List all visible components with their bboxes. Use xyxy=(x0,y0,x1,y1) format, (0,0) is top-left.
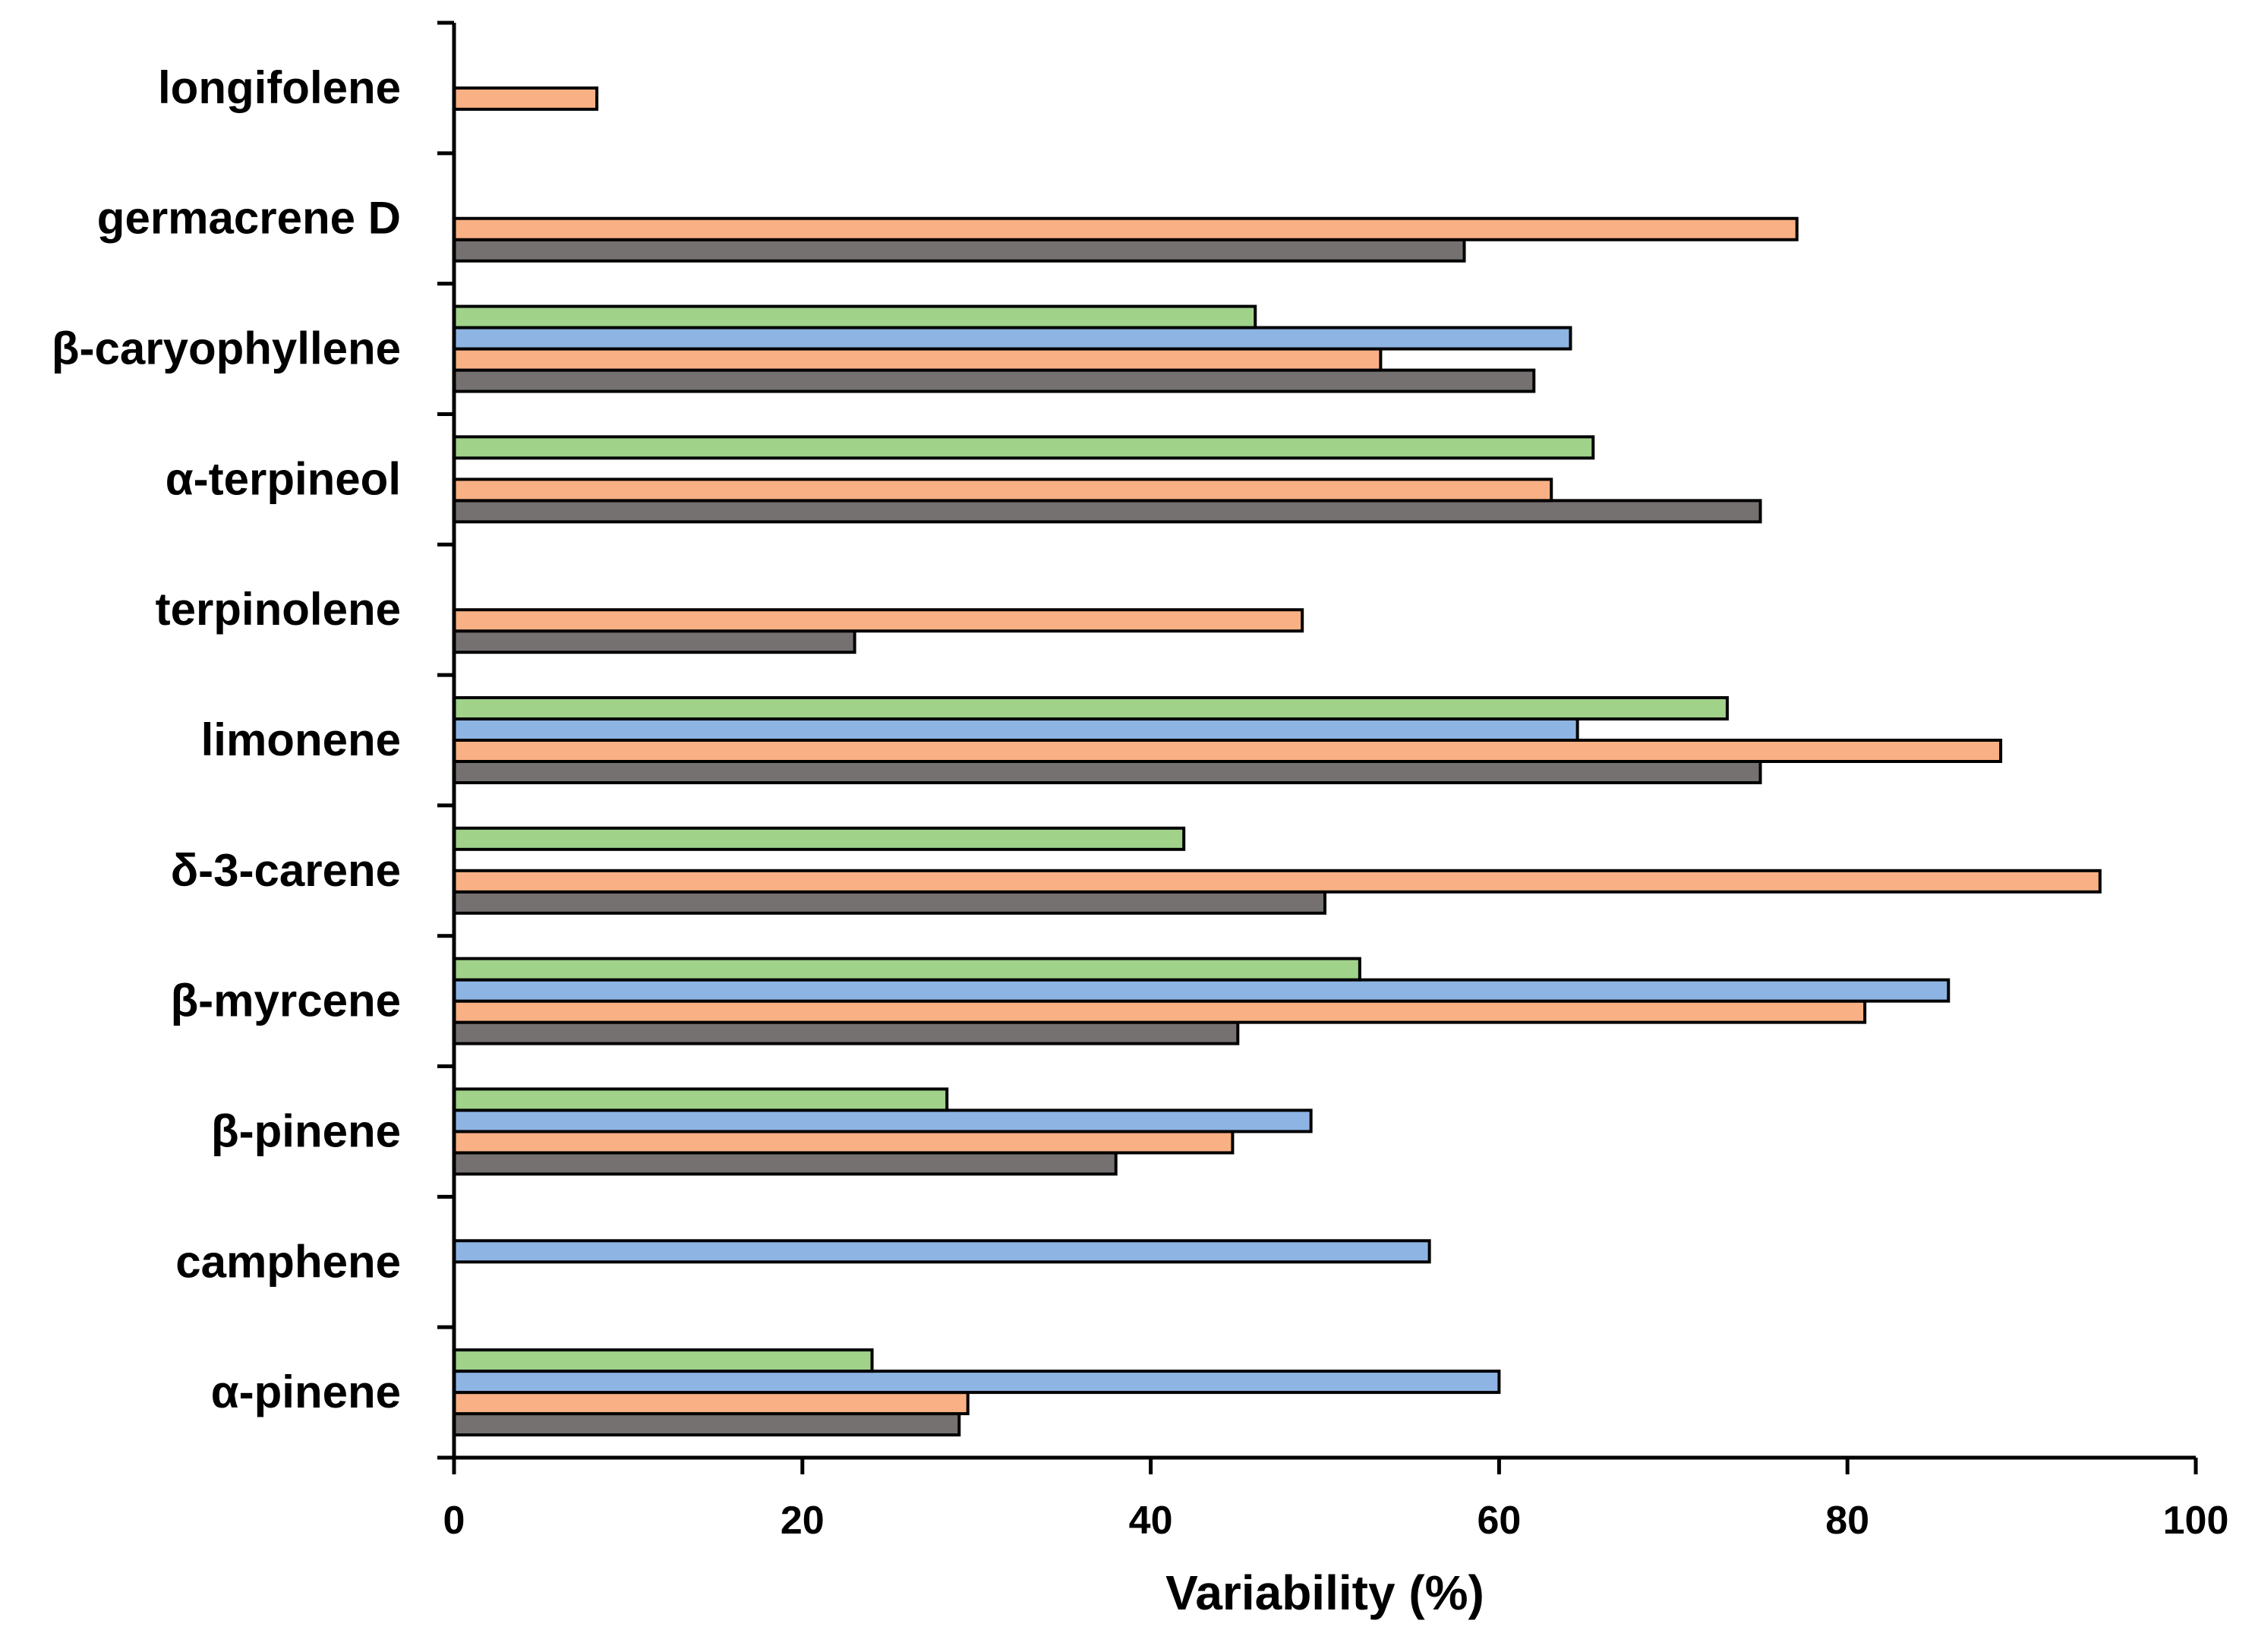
bar-2-10 xyxy=(453,216,1799,241)
bar-3-2 xyxy=(453,1239,1431,1264)
category-label: limonene xyxy=(201,714,401,765)
bars-group xyxy=(453,86,2102,1437)
bar-1-10 xyxy=(453,238,1466,263)
bar-1-8 xyxy=(453,499,1762,524)
category-labels: α-pinene camphene β-pinene β-myrcene δ-3-car… xyxy=(52,20,454,1460)
category-label: camphene xyxy=(175,1236,401,1287)
x-tick-label: 20 xyxy=(781,1499,825,1543)
x-tick-label: 80 xyxy=(1825,1499,1869,1543)
bar-4-5 xyxy=(453,826,1186,851)
bar-3-6 xyxy=(453,717,1579,742)
bar-1-7 xyxy=(453,629,856,654)
bar-3-1 xyxy=(453,1370,1501,1395)
bar-2-9 xyxy=(453,347,1383,372)
bar-2-3 xyxy=(453,1130,1235,1155)
category-label: α-pinene xyxy=(211,1367,401,1417)
category-label: α-terpineol xyxy=(166,453,401,504)
category-label: δ-3-carene xyxy=(171,845,401,896)
category-label: β-pinene xyxy=(211,1105,401,1156)
x-tick-label: 0 xyxy=(443,1499,465,1543)
category-label: terpinolene xyxy=(156,584,401,635)
x-tick-label: 100 xyxy=(2163,1499,2229,1543)
bar-2-7 xyxy=(453,608,1304,633)
bar-1-4 xyxy=(453,1020,1240,1045)
category-label: longifolene xyxy=(158,62,401,113)
bar-1-1 xyxy=(453,1412,961,1437)
bar-1-3 xyxy=(453,1151,1118,1176)
bar-4-4 xyxy=(453,957,1361,982)
bar-2-6 xyxy=(453,739,2003,763)
bar-1-9 xyxy=(453,368,1536,393)
bar-2-4 xyxy=(453,999,1867,1024)
x-axis-ticks: 0 20 40 60 80 100 xyxy=(443,1458,2229,1543)
bar-3-9 xyxy=(453,326,1572,351)
bar-2-1 xyxy=(453,1391,970,1416)
category-label: β-caryophyllene xyxy=(52,323,401,374)
bar-3-4 xyxy=(453,978,1951,1003)
bar-4-8 xyxy=(453,435,1595,460)
x-tick-label: 40 xyxy=(1129,1499,1173,1543)
bar-4-9 xyxy=(453,304,1257,329)
bar-1-6 xyxy=(453,760,1762,784)
bar-4-1 xyxy=(453,1348,874,1373)
bar-2-5 xyxy=(453,869,2102,894)
category-label: β-myrcene xyxy=(171,976,401,1026)
x-tick-label: 60 xyxy=(1477,1499,1521,1543)
category-label: germacrene D xyxy=(97,193,401,244)
bar-1-5 xyxy=(453,890,1326,915)
bar-4-3 xyxy=(453,1087,949,1112)
x-axis-title: Variability (%) xyxy=(1165,1565,1484,1620)
bar-4-6 xyxy=(453,696,1729,720)
bar-2-11 xyxy=(453,86,599,111)
bar-2-8 xyxy=(453,478,1553,503)
bar-3-3 xyxy=(453,1108,1313,1133)
